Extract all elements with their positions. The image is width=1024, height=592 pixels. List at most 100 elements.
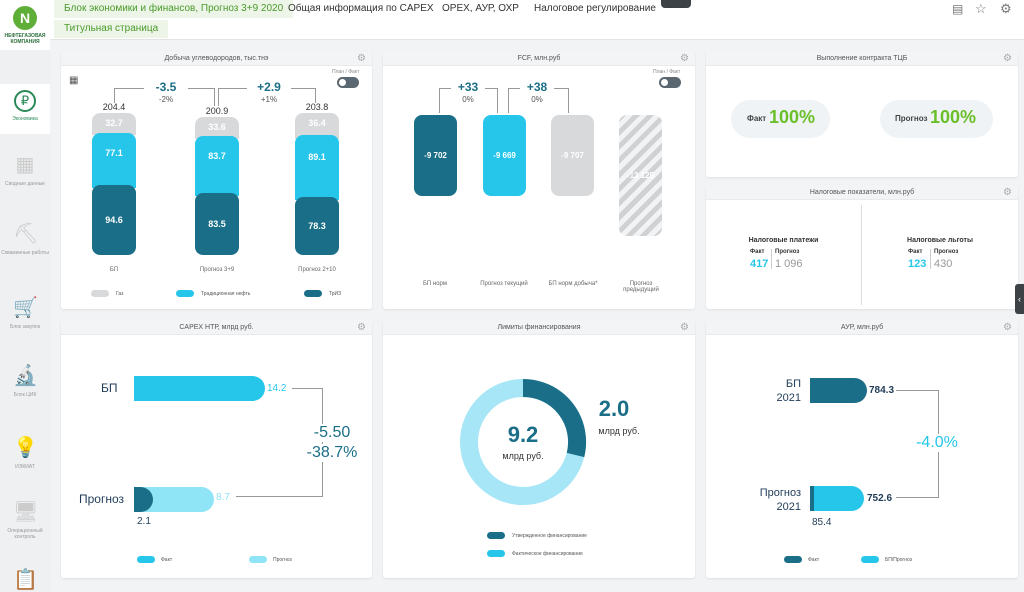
stacked-bar[interactable]: 32.7 77.1 94.6 bbox=[92, 113, 136, 255]
tab-opex[interactable]: OPEX, АУР, ОХР bbox=[442, 3, 519, 14]
divider bbox=[930, 249, 931, 269]
delta-value: +33 bbox=[451, 80, 485, 94]
tab-economics[interactable]: Блок экономики и финансов, Прогноз 3+9 2… bbox=[54, 0, 294, 18]
bracket-line bbox=[114, 88, 115, 103]
legend-swatch-fact bbox=[137, 556, 155, 563]
bar-category-year: 2021 bbox=[776, 392, 801, 404]
favorite-star-icon[interactable]: ☆ bbox=[975, 1, 987, 16]
bar-segment-gas: 36.4 bbox=[295, 113, 339, 139]
plan-fact-toggle[interactable] bbox=[659, 77, 681, 88]
stacked-bar[interactable]: 36.4 89.1 78.3 bbox=[295, 113, 339, 255]
collapse-header-button[interactable] bbox=[661, 0, 691, 8]
legend-label: Факт bbox=[161, 557, 173, 563]
capex-bp-bar[interactable] bbox=[134, 376, 265, 401]
toggle-label: План / Факт bbox=[332, 69, 360, 75]
bar-value: 8.7 bbox=[216, 492, 230, 503]
pill-value: 100% bbox=[769, 107, 816, 127]
legend-label: БП/Прогноз bbox=[885, 557, 913, 563]
bar-category-label: БП bbox=[101, 381, 118, 395]
fcf-bar[interactable]: -9 702 bbox=[414, 115, 457, 196]
tab-capex[interactable]: Общая информация по CAPEX bbox=[288, 3, 434, 14]
sidebar-item-label: Блок закупок bbox=[9, 324, 41, 330]
sidebar-item-summary[interactable]: ▦ Сводные данные bbox=[0, 153, 50, 203]
card-settings-icon[interactable]: ⚙ bbox=[1003, 53, 1012, 64]
card-title: CAPEX НТР, млрд руб. bbox=[61, 320, 372, 335]
forecast-value: 430 bbox=[934, 258, 953, 270]
forecast-label: Прогноз bbox=[775, 249, 800, 255]
sidebar-item-cik[interactable]: 🔬 Блок ЦИК bbox=[0, 364, 50, 409]
limits-donut[interactable] bbox=[459, 378, 587, 506]
sidebar-item-economics[interactable]: ₽ Экономика bbox=[0, 84, 50, 134]
column-total: 204.4 bbox=[102, 102, 126, 112]
pill-label: Прогноз bbox=[895, 114, 928, 123]
lamp-icon: 💡 bbox=[13, 437, 38, 459]
card-title: Добыча углеводородов, тыс.тнэ bbox=[61, 51, 372, 66]
document-icon: 📋 bbox=[13, 569, 38, 591]
sidebar-item-document[interactable]: 📋 bbox=[0, 568, 50, 592]
bar-value: 784.3 bbox=[869, 385, 895, 396]
top-navigation: Блок экономики и финансов, Прогноз 3+9 2… bbox=[50, 0, 1024, 40]
stacked-bar[interactable]: 33.6 83.7 83.5 bbox=[195, 117, 239, 255]
delta-percent: -4.0% bbox=[907, 434, 967, 452]
card-title: Лимиты финансирования bbox=[383, 320, 695, 335]
fcf-bar[interactable]: -9 707 bbox=[551, 115, 594, 196]
donut-total-value: 9.2 bbox=[507, 422, 539, 447]
bar-category-label: Прогноз bbox=[759, 487, 801, 499]
sidebar-item-label: Скважинные работы bbox=[1, 250, 49, 256]
forecast-value: 1 096 bbox=[775, 258, 803, 270]
bar-category-year: 2021 bbox=[776, 501, 801, 513]
card-settings-icon[interactable]: ⚙ bbox=[680, 322, 689, 333]
delta-value: +38 bbox=[520, 80, 554, 94]
tab-title-page[interactable]: Титульная страница bbox=[54, 20, 169, 38]
aur-bp-bar[interactable] bbox=[810, 378, 867, 403]
bar-segment-triz: 94.6 bbox=[92, 185, 136, 255]
sidebar-item-label: Блок ЦИК bbox=[13, 392, 37, 398]
donut-total-unit: млрд руб. bbox=[502, 451, 544, 461]
sidebar-item-procurement[interactable]: 🛒 Блок закупок bbox=[0, 296, 50, 341]
calendar-icon[interactable]: ▦ bbox=[69, 75, 79, 86]
pill-value: 100% bbox=[930, 107, 977, 127]
fact-label: Факт bbox=[908, 249, 923, 255]
column-label: Прогноз 3+9 bbox=[199, 267, 235, 273]
card-settings-icon[interactable]: ⚙ bbox=[1003, 322, 1012, 333]
fcf-bar[interactable]: -9 669 bbox=[483, 115, 526, 196]
toggle-label: План / Факт bbox=[653, 69, 681, 75]
legend-label: Факт bbox=[808, 557, 820, 563]
bar-value: 2.1 bbox=[137, 516, 151, 527]
delta-percent: -2% bbox=[158, 95, 174, 104]
bracket-line bbox=[218, 88, 219, 106]
tab-tax[interactable]: Налоговое регулирование bbox=[534, 3, 656, 14]
sidebar-item-iekiat[interactable]: 💡 ИЭКИАТ bbox=[0, 436, 50, 481]
delta-percent: -38.7% bbox=[299, 444, 365, 462]
expand-panel-handle[interactable]: ‹ bbox=[1015, 284, 1024, 314]
aur-fact-bar[interactable] bbox=[810, 486, 814, 511]
settings-gear-icon[interactable]: ⚙ bbox=[1000, 1, 1012, 16]
legend-swatch-actual bbox=[487, 550, 505, 557]
card-settings-icon[interactable]: ⚙ bbox=[1003, 187, 1012, 198]
sidebar-item-operational[interactable]: 🖥 Операционный контроль bbox=[0, 500, 50, 552]
aur-card: АУР, млн.руб ⚙ БП 2021 784.3 Прогноз 202… bbox=[706, 320, 1018, 578]
plan-fact-toggle[interactable] bbox=[337, 77, 359, 88]
legend-label: Фактическое финансирование bbox=[512, 551, 583, 557]
card-settings-icon[interactable]: ⚙ bbox=[357, 53, 366, 64]
sidebar-item-label: Сводные данные bbox=[5, 181, 45, 187]
logo-text: НЕФТЕГАЗОВАЯ КОМПАНИЯ bbox=[4, 33, 46, 45]
fcf-bar-forecast[interactable]: -13 125 bbox=[619, 115, 662, 236]
legend-label: Традиционная нефть bbox=[201, 291, 251, 297]
bar-segment-triz: 78.3 bbox=[295, 197, 339, 255]
logo[interactable]: N НЕФТЕГАЗОВАЯ КОМПАНИЯ bbox=[0, 0, 50, 50]
column-label: БП bbox=[109, 267, 119, 273]
legend-swatch-bp-forecast bbox=[861, 556, 879, 563]
bar-segment-oil: 89.1 bbox=[295, 135, 339, 200]
legend-label: Прогноз bbox=[273, 557, 292, 563]
piggy-bank-icon: ₽ bbox=[14, 90, 36, 112]
grid-view-icon[interactable]: ▤ bbox=[952, 2, 964, 16]
bar-segment-triz: 83.5 bbox=[195, 193, 239, 255]
tax-benefits-title: Налоговые льготы bbox=[907, 237, 973, 244]
table-icon: ▦ bbox=[15, 154, 35, 176]
aur-forecast-bar[interactable] bbox=[810, 486, 864, 511]
capex-fact-bar[interactable] bbox=[134, 487, 153, 512]
card-settings-icon[interactable]: ⚙ bbox=[357, 322, 366, 333]
card-settings-icon[interactable]: ⚙ bbox=[680, 53, 689, 64]
sidebar-item-wells[interactable]: ⛏ Скважинные работы bbox=[0, 222, 50, 272]
